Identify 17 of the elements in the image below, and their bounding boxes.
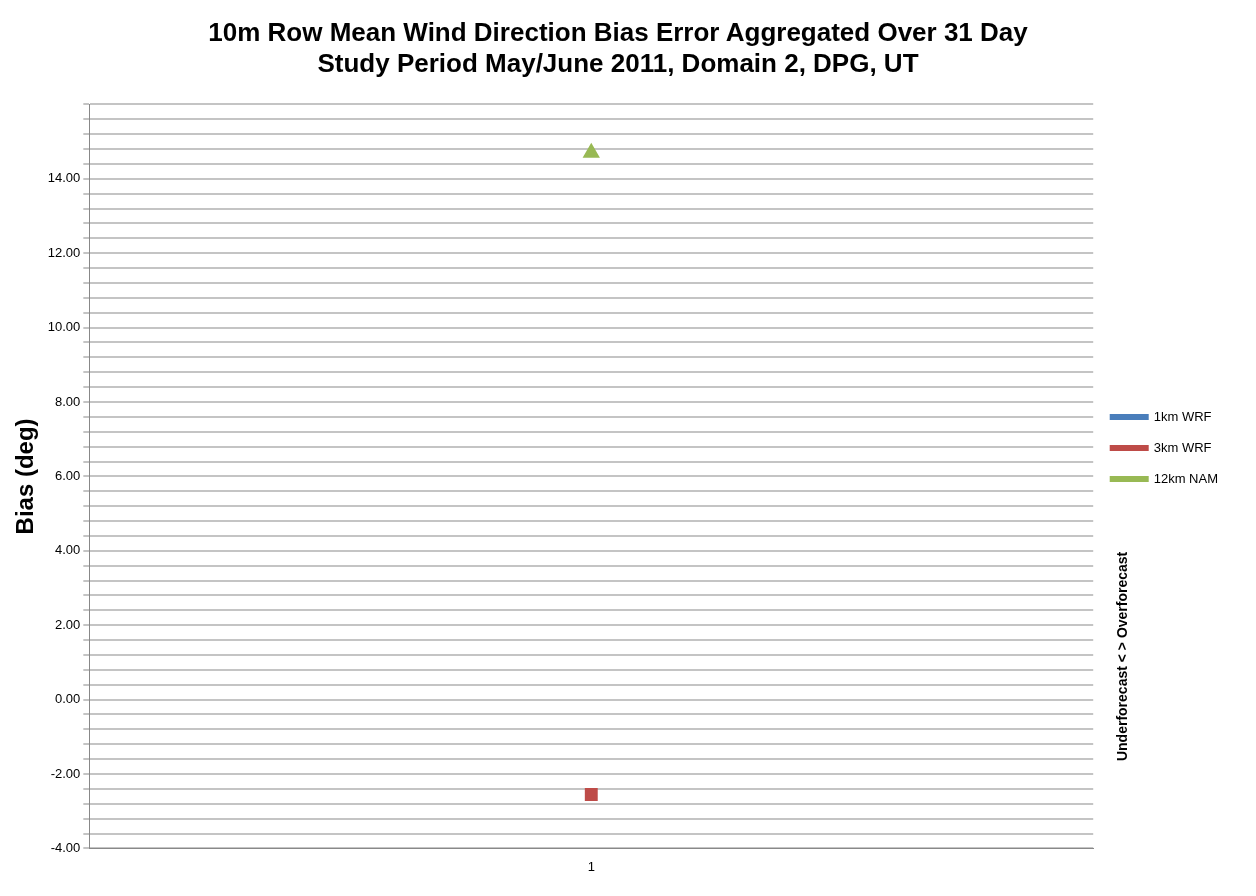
legend-label: 1km WRF (1153, 408, 1212, 424)
y-tick-label: 12.00 (47, 244, 81, 260)
y-tick-label: -2.00 (50, 765, 81, 781)
y-tick-label: 2.00 (55, 616, 81, 632)
y-tick-label: 6.00 (55, 467, 81, 483)
y2-axis-title: Underforecast < > Overforecast (1114, 551, 1131, 762)
x-tick-label: 1 (587, 858, 595, 874)
legend-label: 3km WRF (1153, 439, 1212, 455)
y-tick-label: 10.00 (47, 319, 81, 335)
y-tick-label: 14.00 (47, 170, 81, 186)
y-tick-label: -4.00 (50, 839, 81, 855)
y-tick-label: 4.00 (55, 542, 81, 558)
y-tick-label: 0.00 (55, 691, 81, 707)
y-tick-label: 8.00 (55, 393, 81, 409)
legend-label: 12km NAM (1153, 470, 1219, 486)
chart-title: 10m Row Mean Wind Direction Bias Error Aggregated Over 31 Day Study Period May/June 2011, Domain 2, DPG, UT (208, 16, 1029, 78)
y-axis-title: Bias (deg) (11, 418, 39, 535)
